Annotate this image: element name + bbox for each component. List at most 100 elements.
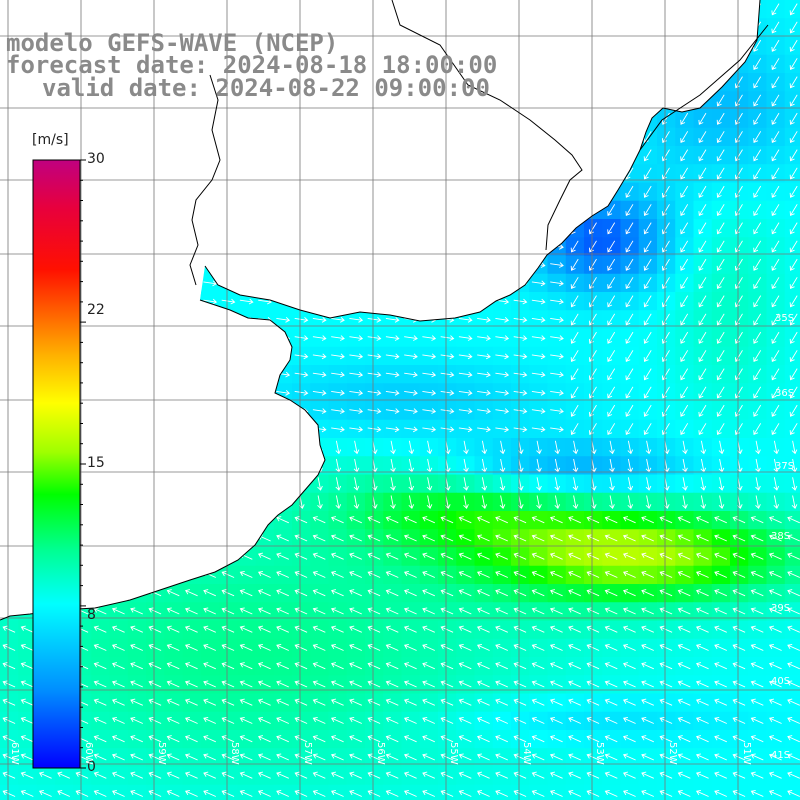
wind-arrow [588, 386, 597, 399]
wind-arrow [789, 131, 798, 144]
wind-arrow [440, 570, 454, 578]
wind-arrow [588, 350, 597, 363]
wind-arrow [203, 680, 216, 688]
wind-arrow [331, 426, 345, 433]
wind-arrow [714, 570, 727, 578]
wind-arrow [568, 662, 581, 670]
wind-arrow [331, 389, 345, 396]
wind-arrow [680, 167, 689, 180]
wind-arrow [440, 753, 454, 761]
speed-cell [492, 784, 512, 800]
wind-arrow [166, 589, 180, 597]
wind-arrow [787, 771, 800, 779]
wind-arrow [2, 680, 16, 688]
wind-arrow [732, 753, 746, 761]
speed-cell [383, 784, 403, 800]
wind-arrow [714, 789, 727, 797]
wind-arrow [734, 185, 743, 198]
wind-arrow [641, 680, 654, 688]
wind-arrow [203, 771, 216, 779]
wind-arrow [677, 662, 691, 670]
wind-arrow [622, 607, 636, 615]
wind-arrow [513, 516, 527, 524]
wind-arrow [716, 94, 725, 107]
wind-arrow [787, 753, 800, 761]
wind-arrow [588, 240, 597, 253]
wind-arrow [659, 534, 673, 542]
wind-arrow [609, 440, 615, 455]
wind-arrow [312, 625, 326, 633]
wind-arrow [625, 331, 634, 344]
wind-arrow [403, 607, 417, 615]
wind-arrow [641, 662, 654, 670]
speed-cell [784, 638, 800, 658]
wind-arrow [276, 662, 289, 670]
speed-cell [54, 784, 74, 800]
wind-arrow [111, 662, 125, 670]
speed-cell [200, 784, 220, 800]
wind-arrow [403, 735, 417, 743]
wind-arrow [714, 771, 727, 779]
wind-arrow [330, 789, 344, 797]
wind-arrow [568, 643, 581, 651]
wind-arrow [93, 716, 107, 724]
colorbar-tick-0: 0 [87, 759, 96, 775]
wind-arrow [787, 589, 800, 597]
wind-arrow [755, 477, 761, 491]
wind-arrow [550, 371, 564, 378]
wind-arrow [604, 753, 618, 761]
speed-cell [784, 748, 800, 768]
wind-arrow [695, 662, 709, 670]
wind-arrow [349, 371, 364, 378]
wind-arrow [239, 298, 254, 305]
wind-arrow [771, 404, 780, 417]
wind-arrow [734, 313, 743, 326]
wind-arrow [698, 423, 707, 436]
wind-arrow [716, 112, 725, 125]
wind-arrow [130, 789, 143, 797]
wind-arrow [787, 625, 800, 633]
wind-arrow [768, 662, 782, 670]
wind-arrow [586, 534, 600, 542]
wind-arrow [550, 298, 564, 305]
wind-arrow [549, 516, 563, 524]
wind-arrow [753, 204, 762, 217]
wind-arrow [294, 534, 308, 542]
wind-arrow [184, 680, 198, 688]
wind-arrow [549, 698, 563, 706]
wind-arrow [680, 313, 689, 326]
wind-arrow [440, 589, 454, 597]
wind-arrow [203, 698, 216, 706]
wind-arrow [317, 477, 323, 491]
wind-arrow [148, 607, 162, 615]
wind-arrow [625, 222, 634, 235]
wind-arrow [476, 552, 490, 560]
wind-arrow [148, 771, 162, 779]
wind-arrow [477, 408, 491, 414]
wind-arrow [513, 716, 527, 724]
wind-arrow [531, 280, 546, 287]
wind-arrow [716, 295, 725, 308]
wind-arrow [422, 716, 435, 724]
wind-arrow [787, 607, 800, 615]
wind-arrow [221, 625, 235, 633]
wind-arrow [385, 371, 400, 378]
wind-arrow [294, 662, 308, 670]
wind-arrow [604, 662, 618, 670]
wind-arrow [385, 771, 399, 779]
wind-arrow [495, 643, 508, 651]
wind-arrow [700, 477, 707, 491]
wind-arrow [659, 662, 673, 670]
speed-cell [784, 273, 800, 293]
wind-arrow [771, 94, 780, 107]
wind-arrow [148, 789, 162, 797]
wind-arrow [166, 680, 180, 688]
wind-arrow [463, 495, 469, 509]
wind-arrow [659, 570, 673, 578]
wind-arrow [513, 735, 527, 743]
wind-arrow [404, 353, 418, 360]
wind-arrow [294, 607, 308, 615]
wind-arrow [607, 204, 616, 217]
wind-arrow [625, 295, 634, 308]
